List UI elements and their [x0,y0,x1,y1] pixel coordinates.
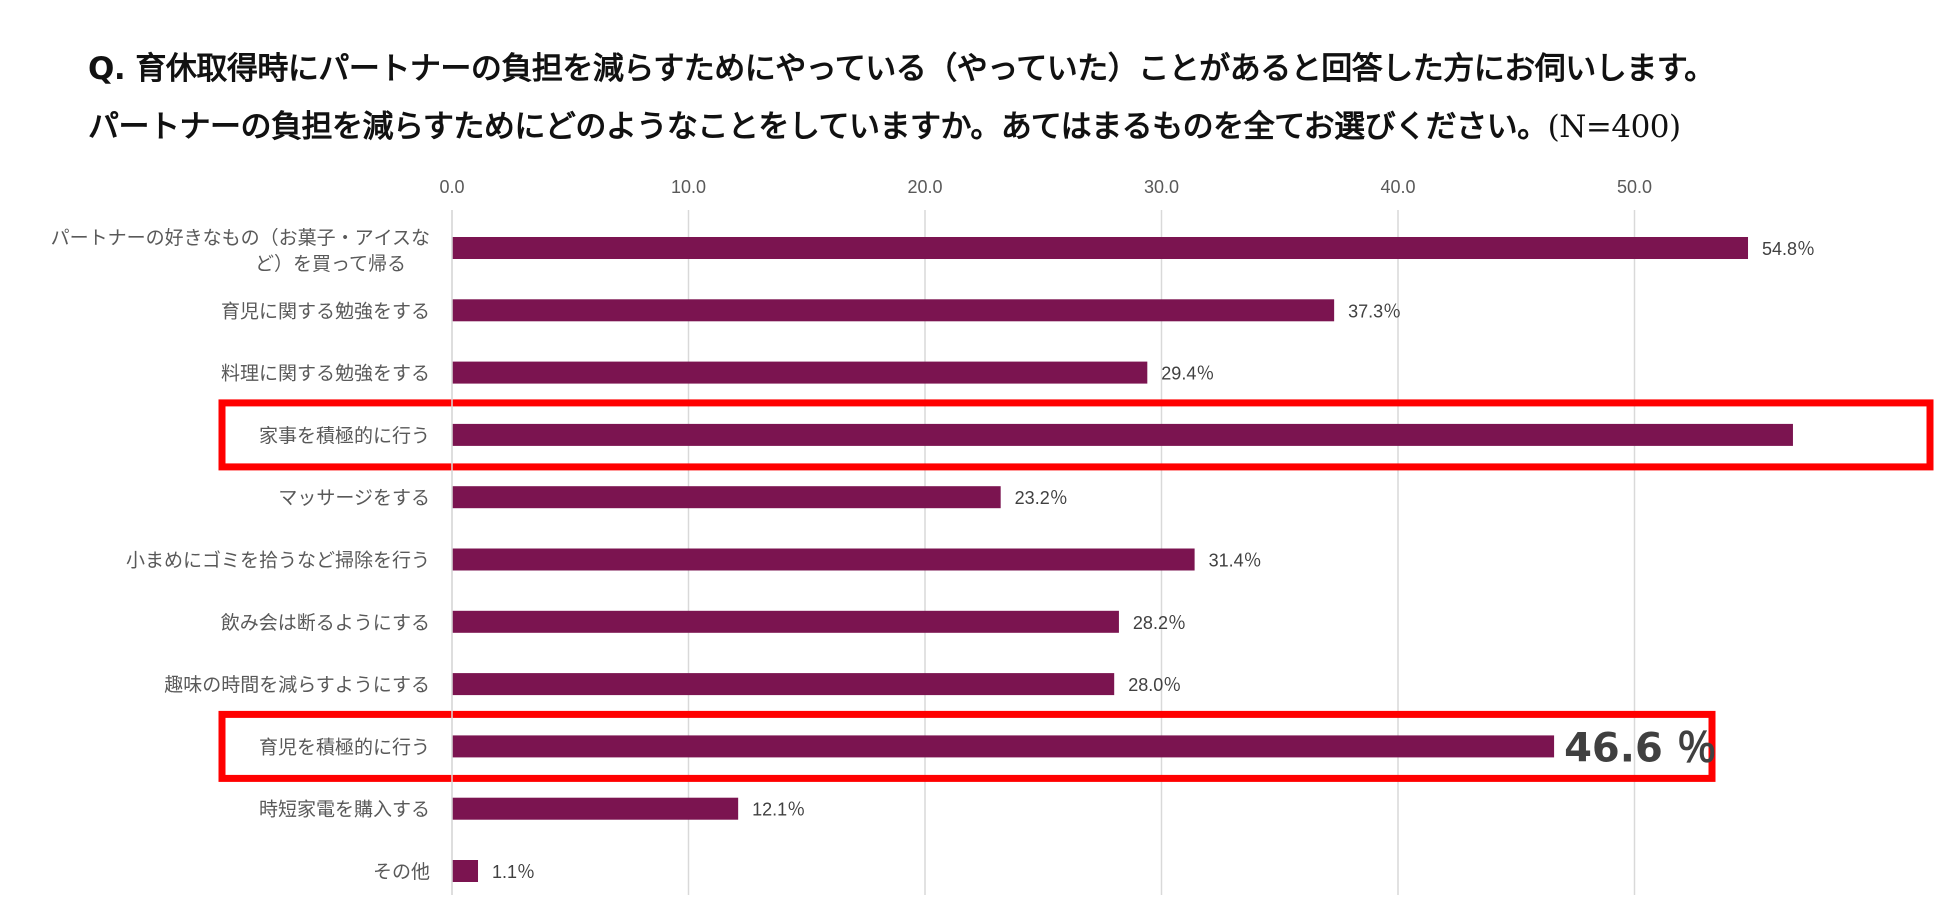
highlight-box-3 [218,399,1934,471]
title-line-1: Q. 育休取得時にパートナーの負担を減らすためにやっている（やっていた）ことがあ… [88,51,1715,87]
title-line-2: パートナーの負担を減らすためにどのようなことをしていますか。あてはまるものを全て… [88,98,1928,156]
tick-label-50.0: 50.0 [1617,177,1652,197]
value-label-7: 28.0％ [1128,675,1181,695]
sample-size: (N=400) [1547,109,1681,145]
bar-5 [452,548,1195,571]
value-label-5: 31.4％ [1209,551,1262,571]
chart-title: Q. 育休取得時にパートナーの負担を減らすためにやっている（やっていた）ことがあ… [88,40,1928,156]
bar-0 [452,237,1749,259]
tick-label-30.0: 30.0 [1144,177,1179,197]
value-label-1: 37.3％ [1348,301,1401,321]
value-label-10: 1.1％ [492,862,535,882]
category-label-4: マッサージをする [278,487,430,509]
category-label-10: その他 [373,861,430,883]
bar-9 [452,797,739,820]
value-label-0: 54.8％ [1762,239,1815,259]
value-label-8: 46.6 ％ [1564,725,1717,771]
tick-label-20.0: 20.0 [907,177,942,197]
value-label-4: 23.2％ [1015,488,1068,508]
category-label-2: 料理に関する勉強をする [221,363,430,385]
bar-3 [452,423,1793,446]
category-label-7: 趣味の時間を減らすようにする [164,674,430,696]
tick-label-40.0: 40.0 [1380,177,1415,197]
category-label-5: 小まめにゴミを拾うなど掃除を行う [126,550,430,572]
tick-label-0.0: 0.0 [439,177,464,197]
category-label-8: 育児を積極的に行う [259,736,430,758]
bar-1 [452,299,1335,322]
bar-4 [452,486,1001,509]
value-label-9: 12.1％ [752,800,805,820]
highlight-box-8 [218,710,1716,782]
bar-2 [452,361,1148,384]
tick-label-10.0: 10.0 [671,177,706,197]
value-label-6: 28.2％ [1133,613,1186,633]
category-label-6: 飲み会は断るようにする [221,612,430,634]
bar-6 [452,610,1119,633]
category-label-1: 育児に関する勉強をする [221,300,430,322]
title-line-2-text: パートナーの負担を減らすためにどのようなことをしていますか。あてはまるものを全て… [88,109,1548,145]
bar-10 [452,860,479,882]
value-label-2: 29.4％ [1161,364,1214,384]
bar-8 [452,735,1555,758]
bar-7 [452,673,1115,696]
category-label-3: 家事を積極的に行う [259,425,430,447]
category-label-9: 時短家電を購入する [259,799,430,821]
category-label-0: パートナーの好きなもの（お菓子・アイスなど）を買って帰る [51,227,430,275]
